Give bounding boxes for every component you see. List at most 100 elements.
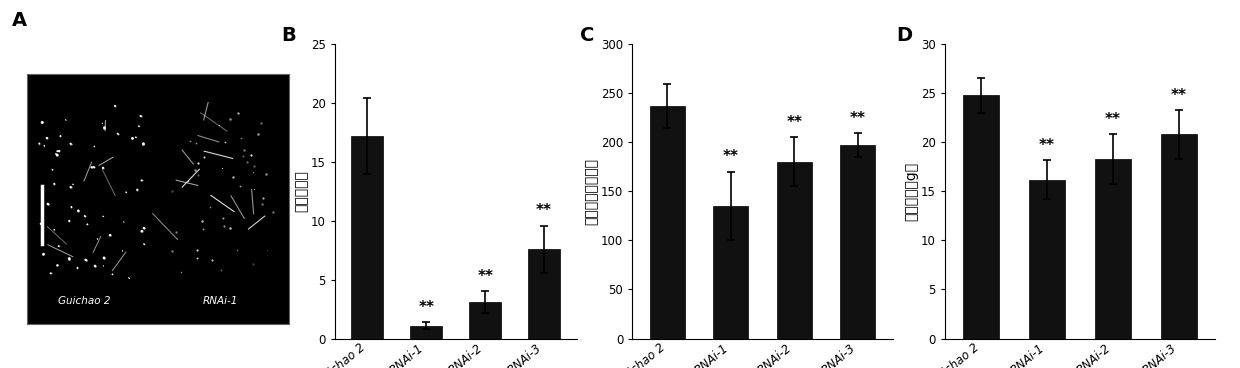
Point [61,184,81,190]
Point [60,218,79,224]
Point [117,190,136,195]
Point [46,151,66,157]
Bar [1029,180,1065,339]
Point [248,131,268,137]
Text: C: C [580,26,595,46]
Point [48,243,68,249]
Point [108,131,128,137]
Point [84,164,104,170]
Point [47,152,67,158]
Point [94,255,114,261]
Point [38,201,58,207]
Point [74,213,94,219]
Point [77,222,97,227]
Point [105,103,125,109]
Point [60,218,79,224]
Y-axis label: 单株产量（g）: 单株产量（g） [904,162,918,221]
Point [33,251,53,257]
Point [252,201,272,207]
Point [42,167,62,173]
Point [67,265,87,270]
Point [193,226,213,232]
Point [94,125,114,131]
Point [134,225,154,231]
Point [94,255,114,261]
Point [74,213,94,219]
Point [162,188,182,194]
Point [130,113,150,119]
Point [77,222,97,227]
Point [134,241,154,247]
Point [38,201,58,207]
Point [128,187,148,193]
Point [68,208,88,214]
Point [103,272,123,277]
Point [162,248,182,254]
Point [123,135,143,141]
Point [241,152,260,158]
Point [128,187,148,193]
Point [84,164,104,170]
Point [179,178,198,184]
Point [87,236,107,242]
Point [215,223,234,229]
Point [257,248,277,254]
Point [243,169,263,175]
Bar [841,145,875,339]
Bar [963,95,999,339]
Point [100,232,120,238]
Point [105,103,125,109]
Bar [713,206,748,339]
Point [84,144,104,149]
Point [47,148,67,154]
Point [212,165,232,171]
Point [237,159,257,165]
Point [250,120,270,125]
Bar [1095,159,1131,339]
Point [216,139,236,145]
Point [131,228,151,234]
Point [35,142,55,148]
Text: **: ** [723,149,739,164]
Point [82,164,102,170]
Point [93,263,113,269]
Point [188,160,208,166]
Text: **: ** [849,111,866,126]
Point [103,272,123,277]
Point [41,270,61,276]
Point [60,255,79,261]
Point [76,257,95,263]
Point [93,120,113,126]
Point [50,148,69,154]
Point [134,141,154,147]
Point [61,141,81,146]
Point [32,120,52,125]
Point [166,229,186,235]
Point [134,241,154,247]
Point [93,165,113,171]
Point [114,219,134,225]
Point [227,247,247,253]
Bar [351,136,383,339]
Point [51,133,71,139]
Point [131,177,151,183]
Point [233,153,253,159]
Point [45,181,64,187]
Point [187,247,207,253]
Point [60,255,79,261]
Point [45,181,64,187]
Point [37,135,57,141]
Point [129,123,149,129]
Point [35,142,55,148]
Point [125,134,145,140]
Point [94,125,114,131]
Text: **: ** [536,203,552,218]
Point [93,263,113,269]
Point [100,232,120,238]
Point [219,116,239,121]
Point [129,123,149,129]
Text: B: B [281,26,296,46]
Point [47,152,67,158]
Text: **: ** [1105,112,1121,127]
Point [67,265,87,270]
